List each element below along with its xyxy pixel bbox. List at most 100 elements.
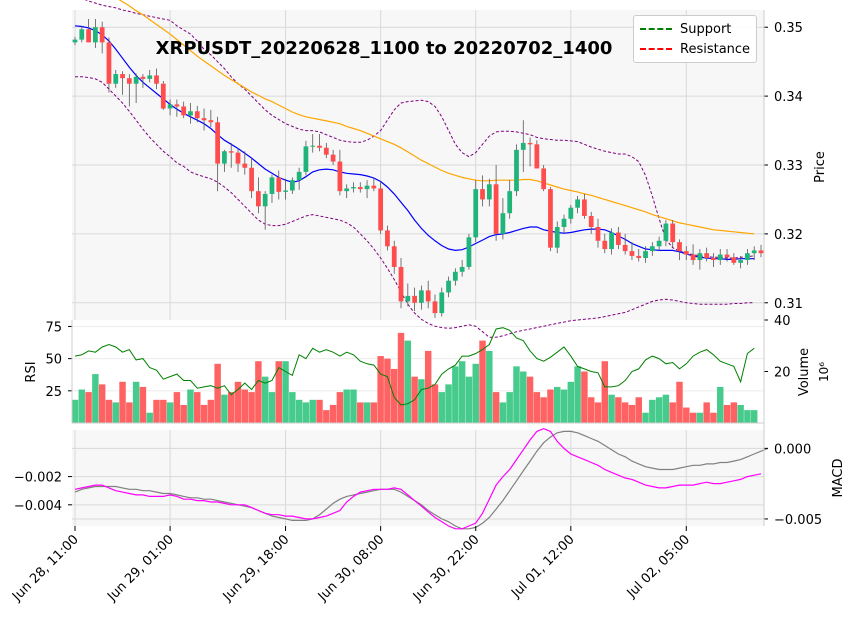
volume-bar xyxy=(329,404,337,423)
candle-down xyxy=(208,120,214,123)
volume-bar xyxy=(628,404,636,423)
candle-down xyxy=(201,118,207,121)
volume-bar xyxy=(438,392,445,423)
candle-up xyxy=(452,271,458,281)
candle-down xyxy=(378,188,384,231)
volume-bar xyxy=(146,412,153,423)
rsi-tick-label: 50 xyxy=(45,353,62,368)
volume-bar xyxy=(282,361,289,423)
volume-bar xyxy=(404,340,412,423)
x-tick-label: Jun 30, 22:00 xyxy=(410,532,483,605)
volume-bar xyxy=(227,392,235,423)
volume-bar xyxy=(343,389,350,423)
volume-tick-label: 40 xyxy=(774,314,791,329)
candle-up xyxy=(649,246,655,252)
x-tick-label: Jun 30, 08:00 xyxy=(315,532,388,605)
volume-bar xyxy=(248,392,255,423)
candle-up xyxy=(663,223,669,241)
volume-bar xyxy=(221,394,228,423)
macd-tick-label-left: −0.002 xyxy=(14,471,62,486)
rsi-line xyxy=(74,327,755,406)
candle-down xyxy=(629,251,635,256)
macd-line xyxy=(74,427,762,530)
volume-bar xyxy=(166,402,174,423)
candle-down xyxy=(181,106,187,116)
volume-bar xyxy=(594,402,602,423)
candle-down xyxy=(398,266,404,302)
candle-down xyxy=(317,145,322,148)
sma-short-line xyxy=(74,25,755,260)
volume-bars xyxy=(71,332,758,423)
candle-up xyxy=(486,184,492,200)
candle-up xyxy=(446,280,451,293)
moving-averages xyxy=(74,0,755,260)
candle-up xyxy=(568,207,574,219)
candle-down xyxy=(337,161,343,192)
candle-down xyxy=(548,189,553,248)
candle-down xyxy=(194,111,200,119)
candle-up xyxy=(133,76,139,84)
candle-up xyxy=(500,213,506,234)
volume-bar xyxy=(194,392,201,423)
support-line-swatch xyxy=(640,28,672,30)
volume-bar xyxy=(458,361,466,423)
macd-tick-label-right: 0.000 xyxy=(774,442,811,457)
candle-down xyxy=(731,257,737,263)
volume-bar xyxy=(384,358,391,423)
candle-down xyxy=(385,230,390,247)
candle-up xyxy=(745,253,750,261)
candle-up xyxy=(79,29,85,40)
candle-up xyxy=(364,185,370,190)
bollinger-upper-line xyxy=(84,0,755,259)
candle-down xyxy=(541,168,547,190)
candle-up xyxy=(296,171,302,181)
candle-up xyxy=(751,250,757,254)
volume-bar xyxy=(370,402,378,423)
candle-down xyxy=(724,254,730,258)
volume-bar xyxy=(750,410,758,423)
volume-axis-label: Volume xyxy=(797,348,812,396)
candle-down xyxy=(228,151,234,153)
x-tick-label: Jun 29, 01:00 xyxy=(104,532,177,605)
candle-down xyxy=(636,255,642,258)
candle-up xyxy=(289,180,295,191)
volume-bar xyxy=(336,392,344,423)
volume-bar xyxy=(676,381,683,423)
volume-bar xyxy=(92,374,99,423)
volume-bar xyxy=(683,407,690,423)
sma-long-line xyxy=(118,0,755,235)
price-tick-label: 0.35 xyxy=(774,21,803,36)
candle-down xyxy=(215,122,221,164)
candle-down xyxy=(391,246,397,267)
volume-bar xyxy=(696,412,704,423)
legend-item-resistance: Resistance xyxy=(640,40,750,58)
volume-bar xyxy=(187,389,194,423)
volume-bar xyxy=(649,399,656,423)
candle-up xyxy=(697,253,703,261)
volume-bar xyxy=(601,361,609,423)
price-tick-label: 0.31 xyxy=(774,297,803,312)
macd-signal-line xyxy=(74,430,769,530)
volume-bar xyxy=(85,392,92,423)
volume-bar xyxy=(316,399,323,423)
candle-up xyxy=(283,190,288,192)
macd-tick-label-right: −0.005 xyxy=(774,513,822,528)
volume-bar xyxy=(261,376,269,423)
volume-bar xyxy=(730,402,738,423)
rsi-line-path xyxy=(74,327,755,406)
volume-bar xyxy=(397,332,405,423)
volume-bar xyxy=(98,384,106,423)
volume-bar xyxy=(465,376,473,423)
candle-up xyxy=(643,251,648,258)
volume-bar xyxy=(486,350,493,423)
volume-bar xyxy=(723,404,731,423)
volume-bar xyxy=(377,356,384,423)
candle-up xyxy=(473,189,479,238)
volume-bar xyxy=(160,399,167,423)
volume-bar xyxy=(132,381,140,423)
candle-up xyxy=(507,191,513,214)
candle-down xyxy=(249,167,254,192)
volume-bar xyxy=(581,371,588,423)
candlesticks xyxy=(72,18,764,318)
